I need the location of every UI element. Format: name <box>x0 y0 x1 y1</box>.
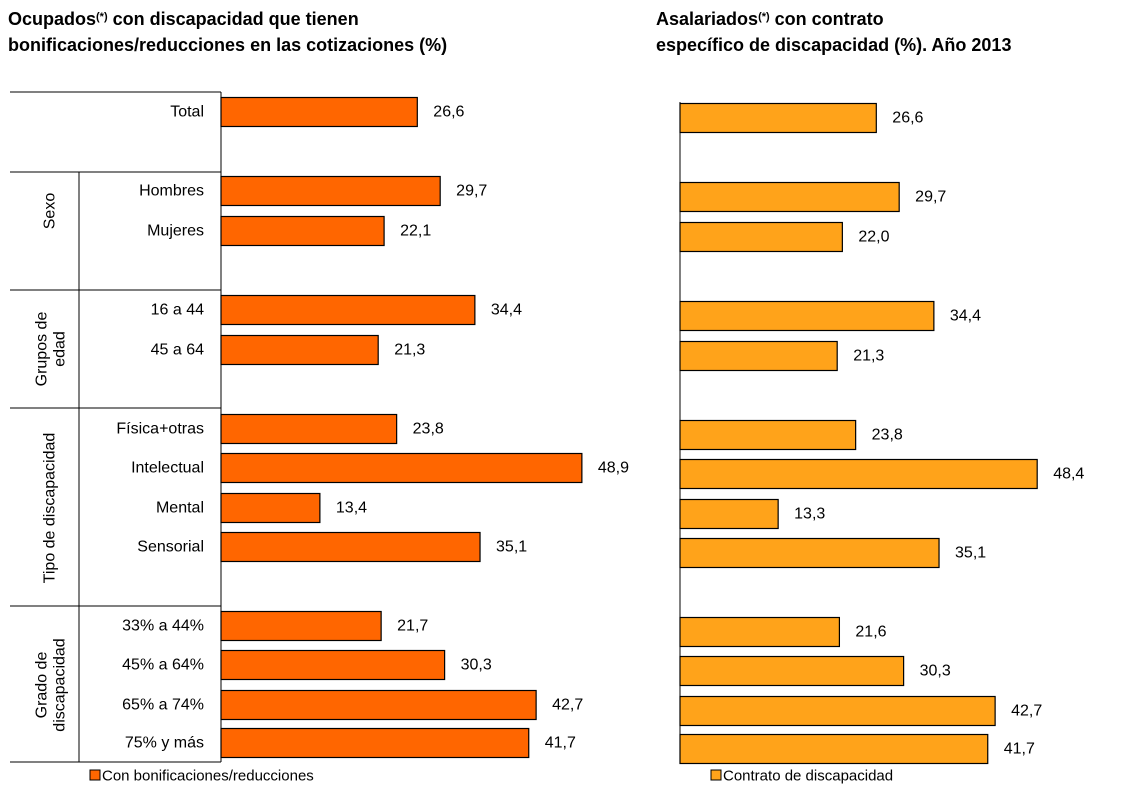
category-label: 16 a 44 <box>151 302 204 319</box>
right-bar <box>679 616 841 648</box>
left-value-label: 23,8 <box>413 421 444 438</box>
category-label: Total <box>170 104 204 121</box>
left-bar <box>220 452 583 484</box>
category-label: Mujeres <box>147 223 204 240</box>
left-title-line2: bonificaciones/reducciones en las cotiza… <box>8 35 448 55</box>
left-title-text: Ocupados <box>8 9 97 29</box>
right-value-label: 41,7 <box>1004 741 1035 758</box>
left-legend-label: Con bonificaciones/reducciones <box>102 768 314 785</box>
category-label: 65% a 74% <box>122 697 204 714</box>
left-bar <box>220 96 418 128</box>
group-label: Grupos de <box>34 312 51 387</box>
right-bar <box>679 537 940 569</box>
left-title-footnote-mark: (*) <box>96 11 108 23</box>
group-label: discapacidad <box>52 638 69 731</box>
right-title-text-cont: con contrato <box>769 9 884 29</box>
right-bar <box>679 221 843 253</box>
right-title-text: Asalariados <box>656 9 759 29</box>
left-value-label: 26,6 <box>433 104 464 121</box>
right-value-label: 35,1 <box>955 545 986 562</box>
left-bar <box>220 610 382 642</box>
group-label: Sexo <box>42 193 59 230</box>
right-bar <box>679 655 905 687</box>
right-bar <box>679 498 779 530</box>
left-value-label: 29,7 <box>456 183 487 200</box>
left-value-label: 35,1 <box>496 539 527 556</box>
left-value-label: 42,7 <box>552 697 583 714</box>
left-value-label: 41,7 <box>545 735 576 752</box>
left-title-text-cont: con discapacidad que tienen <box>107 9 359 29</box>
right-title-line2: específico de discapacidad (%). Año 2013 <box>656 35 1012 55</box>
group-label: Grado de <box>34 652 51 719</box>
left-bar <box>220 727 530 759</box>
right-value-label: 21,3 <box>853 348 884 365</box>
right-bar <box>679 300 935 332</box>
left-bar <box>220 413 398 445</box>
left-value-label: 21,3 <box>394 342 425 359</box>
right-value-label: 23,8 <box>872 427 903 444</box>
right-value-label: 42,7 <box>1011 703 1042 720</box>
right-value-label: 30,3 <box>920 663 951 680</box>
left-value-label: 13,4 <box>336 500 367 517</box>
right-value-label: 34,4 <box>950 308 981 325</box>
left-bar <box>220 294 476 326</box>
right-value-label: 26,6 <box>892 110 923 127</box>
category-label: Física+otras <box>116 421 204 438</box>
category-label: 45 a 64 <box>151 342 204 359</box>
right-legend-label: Contrato de discapacidad <box>723 768 893 785</box>
left-bar <box>220 175 441 207</box>
right-bar <box>679 695 996 727</box>
category-label: Mental <box>156 500 204 517</box>
left-chart-title: Ocupados(*) con discapacidad que tienen b… <box>8 6 447 58</box>
right-value-label: 29,7 <box>915 189 946 206</box>
left-value-label: 22,1 <box>400 223 431 240</box>
right-bar <box>679 340 838 372</box>
left-bar <box>220 649 446 681</box>
right-value-label: 21,6 <box>855 624 886 641</box>
right-bar <box>679 181 900 213</box>
left-value-label: 48,9 <box>598 460 629 477</box>
right-bar <box>679 419 857 451</box>
left-value-label: 30,3 <box>461 657 492 674</box>
right-value-label: 22,0 <box>858 229 889 246</box>
right-bar <box>679 733 989 765</box>
right-chart-title: Asalariados(*) con contrato específico de… <box>656 6 1011 58</box>
right-bar <box>679 458 1038 490</box>
left-bar <box>220 531 481 563</box>
category-label: Hombres <box>139 183 204 200</box>
group-label: Tipo de discapacidad <box>42 433 59 584</box>
left-bar <box>220 334 379 366</box>
left-legend-swatch <box>89 769 101 781</box>
category-label: 75% y más <box>125 735 204 752</box>
right-value-label: 48,4 <box>1053 466 1084 483</box>
left-value-label: 21,7 <box>397 618 428 635</box>
category-label: 45% a 64% <box>122 657 204 674</box>
left-value-label: 34,4 <box>491 302 522 319</box>
right-legend-swatch <box>710 769 722 781</box>
left-bar <box>220 215 385 247</box>
category-label: Sensorial <box>137 539 204 556</box>
right-title-footnote-mark: (*) <box>758 11 770 23</box>
left-bar <box>220 492 321 524</box>
category-label: 33% a 44% <box>122 618 204 635</box>
right-bar <box>679 102 877 134</box>
left-bar <box>220 689 537 721</box>
right-value-label: 13,3 <box>794 506 825 523</box>
group-label: edad <box>52 331 69 367</box>
category-label: Intelectual <box>131 460 204 477</box>
